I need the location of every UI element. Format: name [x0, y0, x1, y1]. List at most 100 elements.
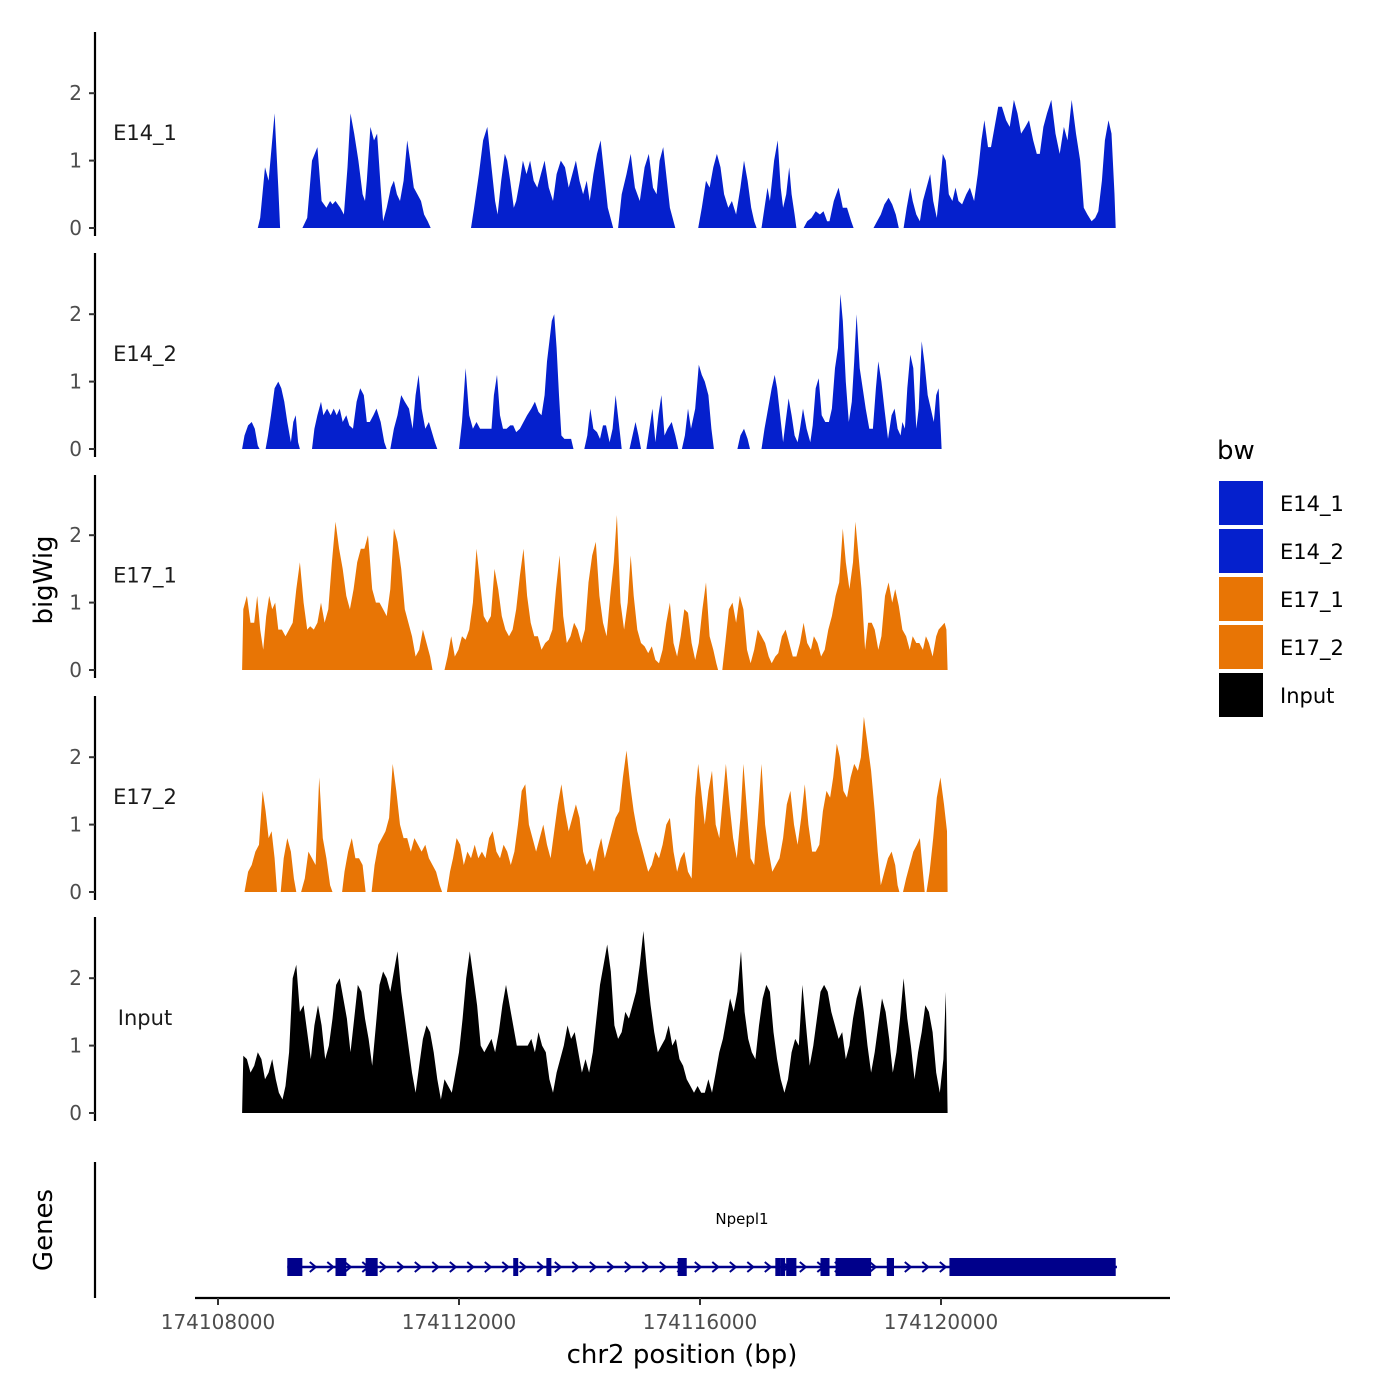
track-label: E17_1 — [113, 563, 177, 588]
y-tick-label: 2 — [69, 523, 82, 547]
exon — [780, 1258, 786, 1276]
strand-arrow — [764, 1261, 773, 1273]
y-tick-label: 2 — [69, 302, 82, 326]
legend-items: E14_1 E14_2 E17_1 E17_2 Input — [1217, 479, 1344, 719]
legend-title: bw — [1217, 436, 1255, 466]
exon — [820, 1258, 830, 1276]
track-e17-2: 0 1 2 E17_2 — [69, 696, 948, 904]
legend-label: Input — [1280, 684, 1334, 708]
y-tick-label: 0 — [69, 216, 82, 240]
x-tick-label: 174120000 — [884, 1310, 999, 1334]
strand-arrow — [606, 1261, 615, 1273]
strand-arrow — [659, 1261, 668, 1273]
y-tick-label: 2 — [69, 966, 82, 990]
strand-arrow — [641, 1261, 650, 1273]
legend-label: E14_1 — [1280, 492, 1344, 517]
legend-swatch — [1217, 479, 1265, 527]
strand-arrow — [501, 1261, 510, 1273]
y-tick-label: 1 — [69, 813, 82, 837]
y-tick-label: 0 — [69, 880, 82, 904]
track-e14-1: 0 1 2 E14_1 — [69, 32, 1116, 240]
track-e14-2: 0 1 2 E14_2 — [69, 253, 942, 461]
x-tick-label: 174108000 — [161, 1310, 276, 1334]
exon — [835, 1258, 872, 1276]
strand-arrow — [309, 1261, 318, 1273]
legend-item-input: Input — [1217, 671, 1334, 719]
strand-arrow — [379, 1261, 388, 1273]
coverage-area — [257, 99, 1116, 229]
x-tick-label: 174112000 — [402, 1310, 517, 1334]
coverage-area — [242, 515, 948, 670]
coverage-tracks: 0 1 2 E14_1 0 1 2 E14_2 0 1 2 E17_1 0 1 2 E17_2 0 1 2 Input — [69, 32, 1116, 1125]
legend-swatch — [1217, 527, 1265, 575]
exon — [886, 1258, 895, 1276]
legend-item-e14-1: E14_1 — [1217, 479, 1344, 527]
strand-arrow — [711, 1261, 720, 1273]
gene-annotation-panel: Npepl1 — [93, 1162, 1117, 1298]
strand-arrow — [939, 1261, 948, 1273]
y-tick-label: 0 — [69, 1101, 82, 1125]
y-tick-label: 1 — [69, 1034, 82, 1058]
strand-arrow — [729, 1261, 738, 1273]
strand-arrow — [414, 1261, 423, 1273]
exon — [949, 1258, 988, 1276]
track-e17-1: 0 1 2 E17_1 — [69, 475, 948, 682]
legend-swatch — [1217, 671, 1265, 719]
strand-arrow — [746, 1261, 755, 1273]
legend-label: E17_2 — [1280, 636, 1344, 661]
track-label: Input — [118, 1006, 172, 1030]
x-axis-title: chr2 position (bp) — [567, 1340, 798, 1370]
y-tick-label: 0 — [69, 437, 82, 461]
strand-arrow — [799, 1261, 808, 1273]
strand-arrow — [869, 1261, 878, 1273]
y-tick-label: 2 — [69, 745, 82, 769]
track-input: 0 1 2 Input — [69, 917, 948, 1125]
y-axis-title-text: bigWig — [29, 535, 59, 624]
gene-name-label: Npepl1 — [715, 1210, 768, 1228]
legend: bw E14_1 E14_2 E17_1 E17_2 Input — [1217, 436, 1344, 719]
y-tick-label: 1 — [69, 149, 82, 173]
strand-arrow — [921, 1261, 930, 1273]
exon — [786, 1258, 797, 1276]
track-label: E17_2 — [113, 785, 177, 810]
coverage-area — [242, 931, 948, 1113]
exon — [287, 1258, 303, 1276]
exon — [677, 1258, 687, 1276]
exon — [775, 1258, 781, 1276]
strand-arrow — [904, 1261, 913, 1273]
exon — [546, 1258, 552, 1276]
strand-arrow — [431, 1261, 440, 1273]
coverage-area — [242, 294, 942, 449]
x-tick-label: 174116000 — [643, 1310, 758, 1334]
exon — [513, 1258, 519, 1276]
legend-item-e14-2: E14_2 — [1217, 527, 1344, 575]
track-label: E14_1 — [113, 121, 177, 146]
y-tick-label: 2 — [69, 81, 82, 105]
exon — [365, 1258, 378, 1276]
strand-arrow — [519, 1261, 528, 1273]
y-tick-label: 1 — [69, 370, 82, 394]
y-axis-title: bigWig — [29, 535, 59, 624]
y-tick-label: 0 — [69, 658, 82, 682]
strand-arrow — [344, 1261, 353, 1273]
strand-arrow — [449, 1261, 458, 1273]
legend-swatch — [1217, 623, 1265, 671]
y-tick-label: 1 — [69, 591, 82, 615]
strand-arrow — [554, 1261, 563, 1273]
strand-arrow — [466, 1261, 475, 1273]
strand-arrow — [571, 1261, 580, 1273]
legend-label: E14_2 — [1280, 540, 1344, 565]
genes-panel-title: Genes — [29, 1189, 59, 1271]
legend-label: E17_1 — [1280, 588, 1344, 613]
legend-item-e17-1: E17_1 — [1217, 575, 1344, 623]
coverage-area — [244, 716, 948, 892]
exon — [335, 1258, 347, 1276]
strand-arrow — [396, 1261, 405, 1273]
strand-arrow — [326, 1261, 335, 1273]
track-label: E14_2 — [113, 342, 177, 367]
legend-item-e17-2: E17_2 — [1217, 623, 1344, 671]
strand-arrow — [589, 1261, 598, 1273]
x-axis: 174108000 174112000 174116000 174120000 — [161, 1296, 1170, 1334]
strand-arrow — [484, 1261, 493, 1273]
